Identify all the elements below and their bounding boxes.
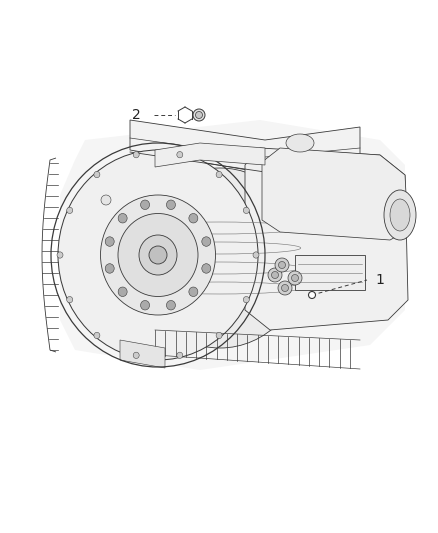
Ellipse shape [189, 287, 198, 296]
Ellipse shape [177, 352, 183, 359]
Ellipse shape [139, 235, 177, 275]
Ellipse shape [216, 332, 222, 338]
Ellipse shape [118, 287, 127, 296]
Ellipse shape [243, 296, 249, 303]
Ellipse shape [135, 168, 305, 348]
Polygon shape [245, 148, 408, 330]
Ellipse shape [243, 207, 249, 214]
Ellipse shape [189, 214, 198, 223]
Polygon shape [130, 120, 360, 173]
Ellipse shape [141, 200, 149, 209]
Ellipse shape [94, 172, 100, 177]
Ellipse shape [202, 237, 211, 246]
Ellipse shape [141, 301, 149, 310]
Polygon shape [155, 143, 265, 167]
Ellipse shape [278, 281, 292, 295]
Ellipse shape [253, 252, 259, 258]
Ellipse shape [279, 262, 286, 269]
FancyBboxPatch shape [295, 255, 365, 290]
Ellipse shape [58, 150, 258, 360]
Ellipse shape [67, 207, 73, 214]
Ellipse shape [384, 190, 416, 240]
Ellipse shape [390, 199, 410, 231]
Ellipse shape [133, 151, 139, 158]
Ellipse shape [118, 214, 198, 296]
Ellipse shape [195, 111, 202, 118]
Ellipse shape [149, 246, 167, 264]
Ellipse shape [268, 268, 282, 282]
Ellipse shape [166, 301, 176, 310]
Ellipse shape [166, 200, 176, 209]
Ellipse shape [292, 274, 299, 281]
Ellipse shape [272, 271, 279, 279]
Polygon shape [60, 120, 405, 370]
Ellipse shape [282, 285, 289, 292]
Ellipse shape [133, 352, 139, 359]
Ellipse shape [101, 195, 111, 205]
Ellipse shape [216, 172, 222, 177]
Ellipse shape [118, 214, 127, 223]
Text: 1: 1 [375, 273, 384, 287]
Text: 2: 2 [132, 108, 141, 122]
Ellipse shape [193, 109, 205, 121]
Ellipse shape [57, 252, 63, 258]
Ellipse shape [105, 237, 114, 246]
Ellipse shape [308, 292, 315, 298]
Ellipse shape [94, 332, 100, 338]
Ellipse shape [105, 264, 114, 273]
Ellipse shape [275, 258, 289, 272]
Ellipse shape [177, 151, 183, 158]
Polygon shape [262, 148, 408, 240]
Polygon shape [120, 340, 165, 368]
Ellipse shape [100, 195, 215, 315]
Ellipse shape [288, 271, 302, 285]
Ellipse shape [286, 134, 314, 152]
Ellipse shape [67, 296, 73, 303]
Ellipse shape [202, 264, 211, 273]
